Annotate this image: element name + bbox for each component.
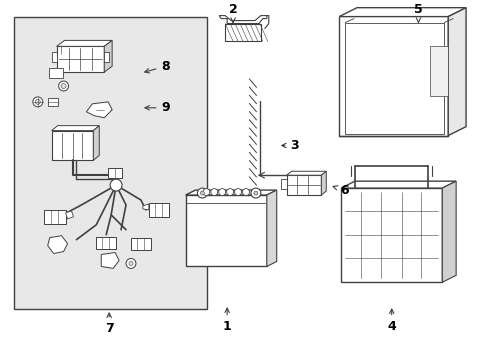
Circle shape	[35, 99, 40, 104]
Polygon shape	[104, 40, 112, 72]
Bar	[52, 131, 93, 160]
Polygon shape	[441, 181, 455, 282]
Text: 9: 9	[144, 101, 170, 114]
Circle shape	[126, 258, 136, 269]
Text: 1: 1	[223, 308, 231, 333]
Circle shape	[33, 97, 42, 107]
Polygon shape	[93, 126, 99, 160]
Text: 6: 6	[332, 184, 348, 197]
Bar	[49, 68, 62, 78]
Polygon shape	[101, 252, 119, 269]
Circle shape	[203, 189, 209, 195]
Polygon shape	[142, 204, 148, 210]
Text: 7: 7	[104, 313, 113, 336]
Polygon shape	[286, 171, 325, 175]
Text: 4: 4	[386, 309, 395, 333]
Polygon shape	[48, 236, 67, 253]
Circle shape	[61, 84, 66, 89]
Circle shape	[129, 261, 133, 265]
Polygon shape	[86, 102, 112, 118]
Bar	[48, 98, 58, 106]
Circle shape	[234, 189, 241, 195]
Bar	[104, 52, 109, 62]
Circle shape	[242, 189, 249, 195]
Circle shape	[253, 191, 257, 195]
Circle shape	[200, 191, 204, 195]
Polygon shape	[185, 190, 276, 195]
Circle shape	[59, 81, 68, 91]
Bar	[345, 23, 443, 134]
Circle shape	[110, 179, 122, 191]
Polygon shape	[52, 126, 99, 131]
Circle shape	[210, 189, 217, 195]
Bar	[96, 237, 116, 248]
Text: 5: 5	[413, 3, 422, 22]
Bar	[108, 168, 122, 178]
Bar	[131, 238, 150, 249]
Text: 3: 3	[281, 139, 298, 152]
Bar	[52, 52, 57, 62]
Polygon shape	[341, 181, 455, 188]
Bar	[341, 188, 441, 282]
Circle shape	[218, 189, 225, 195]
Polygon shape	[65, 211, 73, 219]
Polygon shape	[447, 8, 465, 136]
Polygon shape	[339, 8, 465, 17]
Text: 2: 2	[228, 3, 237, 22]
Bar	[286, 175, 321, 195]
Polygon shape	[219, 15, 266, 23]
Bar	[429, 46, 447, 96]
Text: 8: 8	[144, 60, 170, 73]
Bar	[224, 23, 260, 41]
Polygon shape	[266, 190, 276, 266]
Bar	[14, 17, 207, 309]
Circle shape	[197, 188, 207, 198]
Bar	[43, 210, 65, 224]
Circle shape	[226, 189, 233, 195]
Bar	[185, 195, 266, 266]
Bar	[57, 46, 104, 72]
Circle shape	[250, 188, 260, 198]
Bar	[148, 203, 168, 217]
Polygon shape	[57, 40, 112, 46]
Bar	[280, 179, 286, 189]
Polygon shape	[321, 171, 325, 195]
